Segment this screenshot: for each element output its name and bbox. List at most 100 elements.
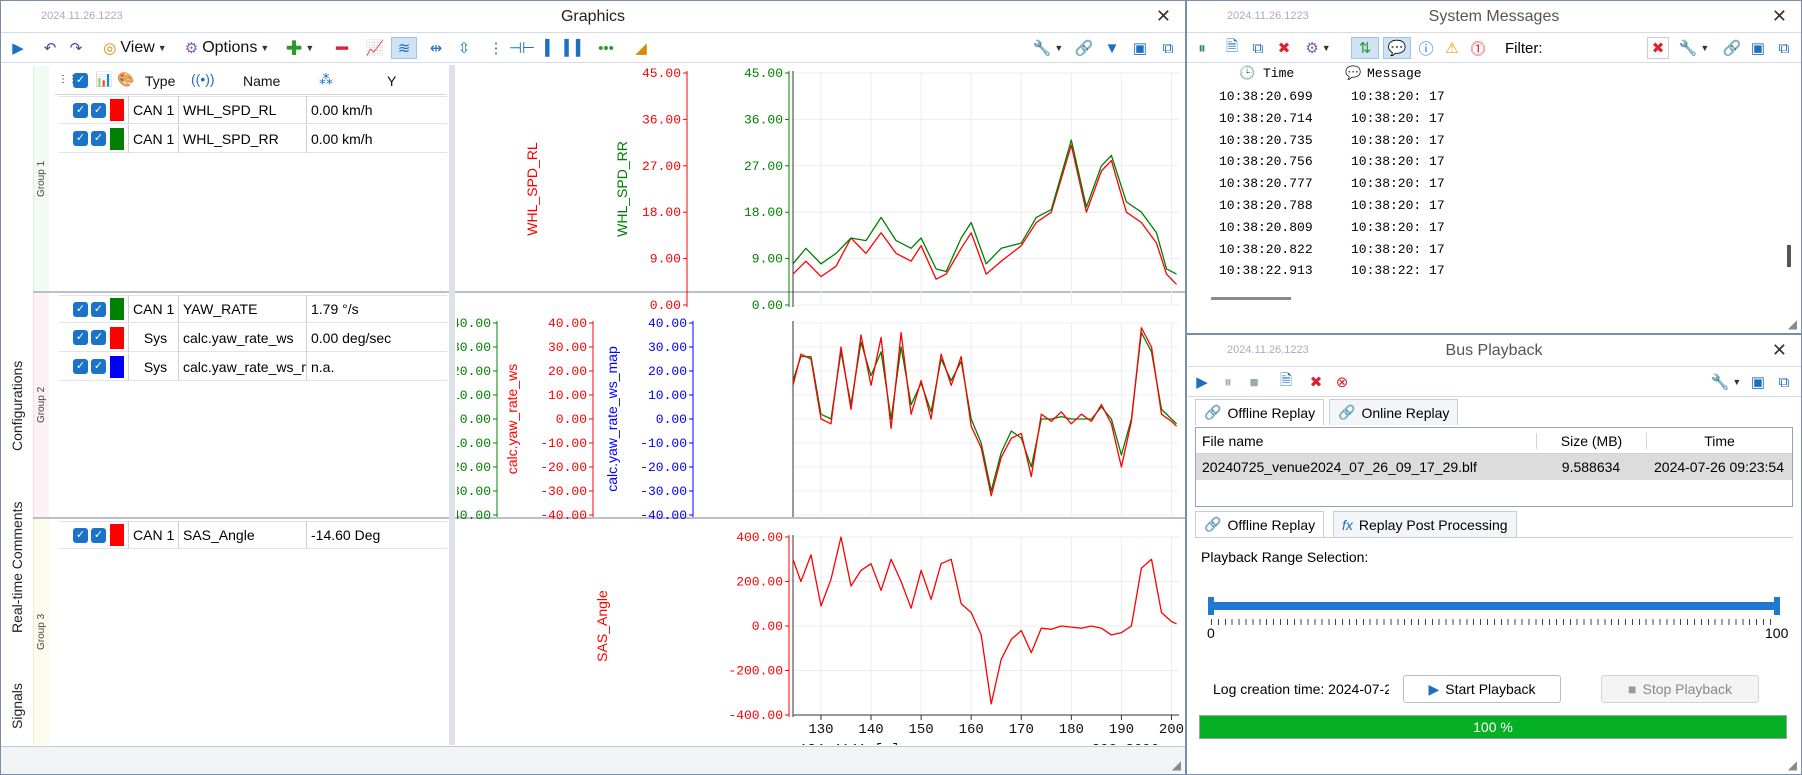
graphics-close-icon[interactable]: ✕ <box>1155 6 1171 26</box>
add-signal-icon[interactable]: ✚ ▼ <box>285 37 315 60</box>
measure-cursor-icon[interactable]: ⊣⊢ <box>508 40 536 57</box>
signal-visible-checkbox[interactable]: ✓ <box>73 301 88 317</box>
axis-icon[interactable]: 📊 <box>95 71 113 87</box>
new-page-icon[interactable]: 🗎 <box>1225 37 1239 55</box>
series-sas-angle-line[interactable] <box>792 536 1177 705</box>
dock-icon[interactable]: ▣ <box>1132 40 1148 57</box>
sidetab-configurations[interactable]: Configurations <box>9 360 25 452</box>
graphics-titlebar[interactable]: 2024.11.26.1223 Graphics ✕ <box>1 1 1185 33</box>
copy-icon[interactable]: ⧉ <box>1252 39 1264 57</box>
link-icon[interactable]: 🔗 <box>1074 40 1094 57</box>
column-name[interactable]: Name <box>243 73 281 89</box>
column-y[interactable]: Y <box>387 73 397 89</box>
panel-splitter[interactable] <box>449 65 455 745</box>
signal-visible-checkbox[interactable]: ✓ <box>73 527 88 543</box>
signal-visible-checkbox[interactable]: ✓ <box>73 131 88 146</box>
column-size[interactable]: Size (MB) <box>1536 433 1646 449</box>
message-row[interactable]: 10:38:20.822 10:38:20: 17 <box>1187 240 1777 260</box>
line-chart-icon[interactable]: 📈 <box>365 40 385 57</box>
series-calc-yaw-rate-ws-line[interactable] <box>792 327 1177 497</box>
signal-axis-checkbox[interactable]: ✓ <box>91 359 106 374</box>
remove-all-icon[interactable]: ⊗ <box>1335 374 1349 391</box>
signal-row[interactable]: ✓ ✓ CAN 1 SAS_Angle -14.60 Deg <box>59 521 447 549</box>
message-row[interactable]: 10:38:20.735 10:38:20: 17 <box>1187 131 1777 151</box>
tab-replay-post-processing[interactable]: fx Replay Post Processing <box>1333 511 1517 537</box>
sidetab-signals[interactable]: Signals <box>9 683 25 729</box>
tab-online-replay[interactable]: 🔗 Online Replay <box>1329 399 1459 425</box>
signal-row[interactable]: ✓ ✓ Sys calc.yaw_rate_ws_map n.a. <box>59 352 447 381</box>
range-handle-min[interactable] <box>1208 597 1214 615</box>
signal-row[interactable]: ✓ ✓ CAN 1 YAW_RATE 1.79 °/s <box>59 295 447 323</box>
error-icon[interactable]: ⓵ <box>1470 40 1486 58</box>
series-whl-spd-rr-line[interactable] <box>792 139 1177 275</box>
resize-grip-icon[interactable]: ◢ <box>1787 317 1797 331</box>
fit-vertical-icon[interactable]: ⇳ <box>457 40 471 57</box>
message-row[interactable]: 10:38:20.777 10:38:20: 17 <box>1187 174 1777 194</box>
signal-color-swatch[interactable] <box>110 127 124 150</box>
signal-color-swatch[interactable] <box>110 298 124 320</box>
signal-color-swatch[interactable] <box>110 99 124 121</box>
column-options-icon[interactable]: ⋮⋮ <box>58 74 78 85</box>
select-all-checkbox[interactable]: ✓ <box>73 73 88 88</box>
options-menu[interactable]: ⚙ Options ▼ <box>184 39 270 57</box>
message-row[interactable]: 10:38:20.756 10:38:20: 17 <box>1187 152 1777 172</box>
remove-signal-icon[interactable]: ━ <box>335 37 349 60</box>
signal-row[interactable]: ✓ ✓ CAN 1 WHL_SPD_RL 0.00 km/h <box>59 96 447 124</box>
message-row[interactable]: 10:38:20.809 10:38:20: 17 <box>1187 218 1777 238</box>
clear-icon[interactable]: ✖ <box>1277 40 1291 57</box>
signal-axis-checkbox[interactable]: ✓ <box>91 131 106 146</box>
color-palette-icon[interactable]: 🎨 <box>117 71 135 87</box>
cursor-icon[interactable]: ⋮ <box>488 40 504 57</box>
messages-list[interactable]: 10:38:20.699 10:38:20: 17 10:38:20.714 10:3… <box>1187 87 1783 287</box>
signal-visible-checkbox[interactable]: ✓ <box>73 359 88 374</box>
file-row[interactable]: 20240725_venue2024_07_26_09_17_29.blf 9.… <box>1196 454 1792 480</box>
sidetab-realtime-comments[interactable]: Real-time Comments <box>9 501 25 633</box>
tab-offline-replay-settings[interactable]: 🔗 Offline Replay <box>1195 511 1325 537</box>
signal-row[interactable]: ✓ ✓ CAN 1 WHL_SPD_RR 0.00 km/h <box>59 124 447 153</box>
link-icon[interactable]: 🔗 <box>1722 40 1742 57</box>
fit-horizontal-icon[interactable]: ⇹ <box>429 40 443 57</box>
wrench-icon[interactable]: 🔧 ▼ <box>1710 374 1742 391</box>
column-time[interactable]: Time <box>1646 433 1792 449</box>
series-whl-spd-rl-line[interactable] <box>792 144 1177 285</box>
resize-grip-icon[interactable]: ◢ <box>1171 758 1181 772</box>
bus-playback-titlebar[interactable]: 2024.11.26.1223 Bus Playback ✕ <box>1187 335 1801 367</box>
column-type[interactable]: Type <box>145 73 176 89</box>
start-playback-button[interactable]: ▶ Start Playback <box>1403 675 1561 703</box>
single-cursor-icon[interactable]: ▍ <box>545 40 557 57</box>
system-messages-close-icon[interactable]: ✕ <box>1771 6 1787 26</box>
view-menu[interactable]: ◎ View ▼ <box>103 39 167 57</box>
dock-icon[interactable]: ▣ <box>1750 40 1766 57</box>
resize-grip-icon[interactable]: ◢ <box>1787 758 1797 772</box>
dock-icon[interactable]: ▣ <box>1750 374 1766 391</box>
undo-icon[interactable]: ↶ <box>43 40 57 57</box>
horizontal-scrollbar[interactable] <box>1211 297 1291 300</box>
stop-icon[interactable]: ■ <box>1249 373 1259 391</box>
undock-icon[interactable]: ⧉ <box>1162 39 1174 57</box>
play-icon[interactable]: ▶ <box>1196 374 1208 391</box>
more-icon[interactable]: ••• <box>598 39 614 57</box>
range-handle-max[interactable] <box>1774 597 1780 615</box>
signal-color-swatch[interactable] <box>110 524 124 546</box>
add-file-icon[interactable]: 🗎 <box>1279 371 1293 389</box>
stop-playback-button[interactable]: ■ Stop Playback <box>1601 675 1759 703</box>
message-row[interactable]: 10:38:20.788 10:38:20: 17 <box>1187 196 1777 216</box>
double-cursor-icon[interactable]: ▍▍ <box>564 40 588 57</box>
info-icon[interactable]: ⓘ <box>1418 40 1434 58</box>
clear-filter-icon[interactable]: ✖ <box>1647 37 1669 59</box>
bus-playback-close-icon[interactable]: ✕ <box>1771 340 1787 360</box>
remove-icon[interactable]: ✖ <box>1309 374 1323 391</box>
undock-icon[interactable]: ⧉ <box>1778 39 1790 57</box>
signal-axis-checkbox[interactable]: ✓ <box>91 102 106 118</box>
signal-axis-checkbox[interactable]: ✓ <box>91 301 106 317</box>
redo-icon[interactable]: ↷ <box>69 40 83 57</box>
range-slider[interactable]: 0 100 <box>1207 597 1788 641</box>
pause-icon[interactable]: ⏸ <box>1224 373 1232 391</box>
pause-icon[interactable]: ⏸ <box>1198 39 1206 57</box>
signal-axis-checkbox[interactable]: ✓ <box>91 330 106 345</box>
signal-axis-checkbox[interactable]: ✓ <box>91 527 106 543</box>
signal-color-swatch[interactable] <box>110 355 124 378</box>
warning-icon[interactable]: ⚠ <box>1445 40 1459 57</box>
message-icon[interactable]: 💬 <box>1383 37 1411 59</box>
system-messages-titlebar[interactable]: 2024.11.26.1223 System Messages ✕ <box>1187 1 1801 33</box>
